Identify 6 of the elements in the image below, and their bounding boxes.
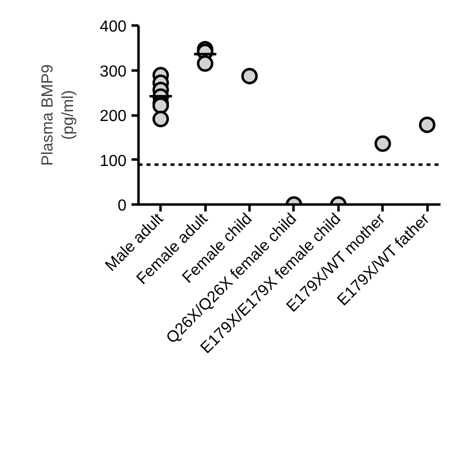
y-tick-label: 100 [100,152,127,170]
y-tick-label: 400 [100,18,127,36]
y-axis-title: Plasma BMP9 (pg/ml) [39,64,77,166]
y-tick-label: 0 [118,198,127,214]
y-tick-label: 200 [100,108,127,125]
y-tick-label: 300 [100,63,127,80]
